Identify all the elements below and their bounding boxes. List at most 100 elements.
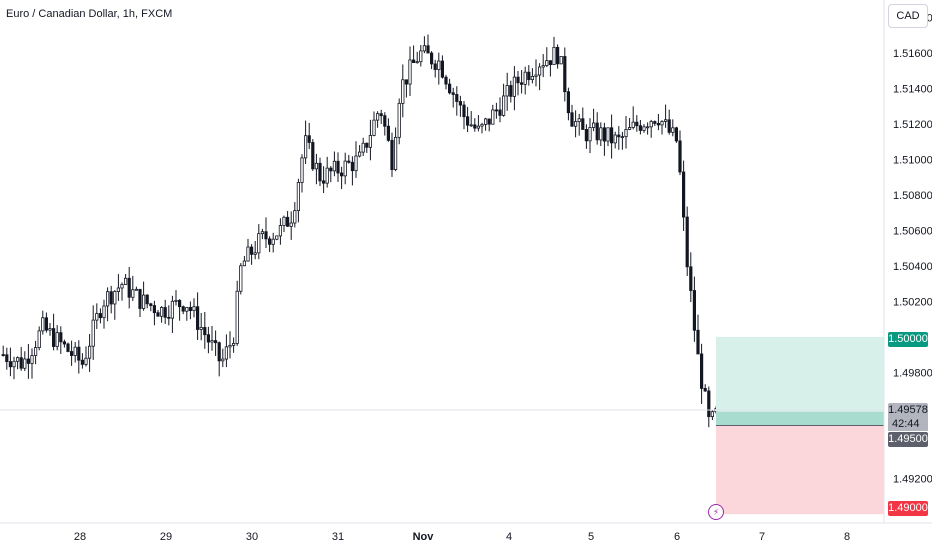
candle-body bbox=[707, 390, 711, 418]
symbol-title[interactable]: Euro / Canadian Dollar, 1h, FXCM bbox=[6, 8, 173, 20]
candle-body bbox=[138, 288, 142, 309]
candle-body bbox=[120, 284, 124, 289]
candle-body bbox=[62, 341, 67, 345]
candle-body bbox=[710, 411, 715, 418]
candle-body bbox=[156, 312, 160, 317]
candle-body bbox=[469, 124, 473, 127]
candle-body bbox=[116, 287, 120, 292]
candle-body bbox=[545, 60, 549, 66]
candle-body bbox=[646, 126, 650, 129]
target-price-tag: 1.50000 bbox=[888, 332, 928, 347]
time-tick-label: 8 bbox=[844, 531, 850, 543]
candle-body bbox=[595, 122, 599, 141]
candle-body bbox=[19, 357, 23, 369]
candle-body bbox=[106, 291, 110, 307]
candle-body bbox=[285, 216, 290, 227]
candle-body bbox=[559, 56, 563, 65]
loss-zone[interactable] bbox=[716, 425, 884, 515]
candle-body bbox=[678, 140, 682, 173]
candle-body bbox=[242, 260, 246, 267]
candle-body bbox=[538, 66, 542, 76]
candle-body bbox=[98, 313, 102, 319]
candle-body bbox=[347, 160, 351, 163]
candle-body bbox=[552, 46, 556, 66]
candle-body bbox=[696, 329, 700, 355]
candle-body bbox=[667, 119, 671, 133]
candle-body bbox=[278, 225, 283, 237]
candle-body bbox=[462, 104, 466, 118]
candle-body bbox=[66, 343, 70, 352]
candle-body bbox=[703, 388, 707, 392]
candle-body bbox=[239, 265, 243, 292]
currency-button[interactable]: CAD bbox=[888, 4, 928, 28]
time-tick-label: 7 bbox=[759, 531, 765, 543]
position-zones[interactable] bbox=[716, 336, 884, 515]
candle-body bbox=[649, 121, 653, 128]
candle-body bbox=[267, 238, 272, 245]
candle-body bbox=[41, 317, 45, 332]
candle-body bbox=[613, 134, 617, 144]
candle-body bbox=[354, 155, 358, 172]
candle-body bbox=[440, 60, 445, 78]
candle-body bbox=[419, 50, 423, 63]
candle-body bbox=[131, 289, 135, 298]
bar-countdown: 42:44 bbox=[888, 417, 928, 431]
candle-body bbox=[318, 162, 322, 182]
candle-body bbox=[329, 167, 333, 172]
candle-body bbox=[26, 358, 31, 364]
candle-body bbox=[145, 294, 149, 305]
price-tick-label: 1.51600 bbox=[893, 48, 932, 60]
lightning-icon[interactable]: ⚡ bbox=[708, 504, 724, 520]
time-tick-label: 6 bbox=[674, 531, 680, 543]
candle-body bbox=[682, 171, 686, 218]
candle-body bbox=[224, 346, 228, 360]
candle-body bbox=[390, 139, 394, 170]
candle-body bbox=[203, 327, 207, 336]
candle-body bbox=[23, 358, 27, 369]
candle-body bbox=[635, 121, 639, 127]
candle-body bbox=[501, 95, 506, 116]
candle-body bbox=[631, 121, 635, 128]
candle-body bbox=[91, 319, 95, 347]
candle-body bbox=[386, 125, 391, 141]
candle-body bbox=[375, 113, 380, 121]
candle-body bbox=[188, 307, 192, 312]
time-tick-label: 30 bbox=[246, 531, 258, 543]
candle-body bbox=[343, 160, 347, 177]
unrealized-profit-zone[interactable] bbox=[716, 411, 884, 426]
candle-body bbox=[177, 299, 182, 308]
candle-body bbox=[685, 216, 689, 268]
candle-body bbox=[548, 60, 553, 66]
candle-body bbox=[357, 151, 362, 157]
candle-body bbox=[228, 344, 232, 348]
candle-body bbox=[541, 65, 545, 68]
candle-body bbox=[5, 354, 9, 363]
candle-body bbox=[80, 359, 84, 365]
candle-body bbox=[361, 142, 365, 153]
candle-body bbox=[383, 115, 387, 127]
candle-body bbox=[134, 288, 138, 291]
candle-body bbox=[95, 313, 99, 321]
candle-body bbox=[476, 125, 481, 129]
candle-body bbox=[159, 307, 164, 317]
candle-body bbox=[253, 252, 257, 255]
candle-body bbox=[102, 305, 106, 319]
candle-body bbox=[447, 83, 452, 94]
candle-body bbox=[84, 357, 88, 365]
candle-body bbox=[516, 76, 520, 84]
candle-body bbox=[520, 82, 524, 85]
profit-zone[interactable] bbox=[716, 336, 884, 412]
time-tick-label: 31 bbox=[332, 531, 344, 543]
candle-body bbox=[422, 45, 427, 52]
candle-body bbox=[444, 76, 448, 85]
price-tick-label: 1.51000 bbox=[893, 155, 932, 167]
time-axis[interactable]: 28 29 30 31 Nov 4 5 6 7 8 bbox=[74, 531, 850, 543]
stop-price-tag: 1.49000 bbox=[888, 501, 928, 516]
candle-body bbox=[556, 46, 560, 65]
candle-body bbox=[620, 136, 625, 139]
candle-body bbox=[303, 135, 308, 159]
candle-body bbox=[692, 290, 697, 331]
candle-body bbox=[170, 300, 174, 319]
candle-body bbox=[77, 346, 81, 361]
